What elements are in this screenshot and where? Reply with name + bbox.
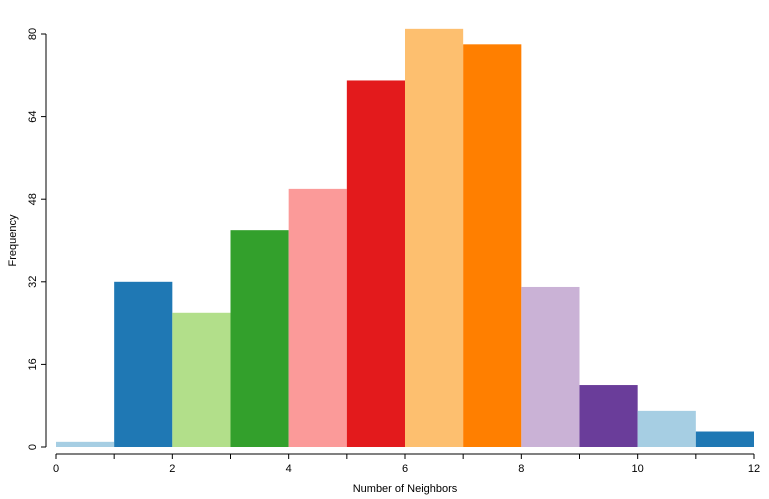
- x-tick-label: 10: [632, 463, 644, 475]
- histogram-bar-10: [637, 410, 696, 447]
- x-axis-label: Number of Neighbors: [353, 483, 458, 495]
- x-tick-label: 8: [518, 463, 524, 475]
- histogram-bar-3: [230, 230, 289, 447]
- histogram-bar-0: [56, 441, 115, 447]
- y-tick-label: 0: [27, 444, 39, 450]
- histogram-bar-1: [114, 281, 173, 447]
- y-tick-label: 80: [27, 28, 39, 40]
- x-tick-label: 6: [402, 463, 408, 475]
- y-axis: 0 16 32 48 64 80: [27, 28, 47, 450]
- y-tick-label: 32: [27, 276, 39, 288]
- histogram-bar-2: [172, 312, 231, 447]
- histogram-bar-8: [521, 286, 580, 447]
- histogram-bar-4: [288, 188, 347, 447]
- histogram-bar-5: [346, 80, 405, 448]
- x-tick-label: 4: [286, 463, 292, 475]
- histogram-bar-9: [579, 385, 638, 447]
- y-tick-label: 16: [27, 358, 39, 370]
- x-axis: 0 2 4 6 8 10 12: [53, 453, 760, 475]
- x-tick-label: 0: [53, 463, 59, 475]
- y-tick-label: 48: [27, 193, 39, 205]
- histogram-bar-7: [463, 44, 522, 447]
- histogram-bar-11: [695, 431, 754, 447]
- histogram-bars: [56, 28, 754, 448]
- y-tick-label: 64: [27, 110, 39, 122]
- histogram-bar-6: [405, 28, 464, 448]
- x-tick-label: 12: [748, 463, 760, 475]
- x-tick-label: 2: [169, 463, 175, 475]
- y-axis-label: Frequency: [7, 214, 19, 266]
